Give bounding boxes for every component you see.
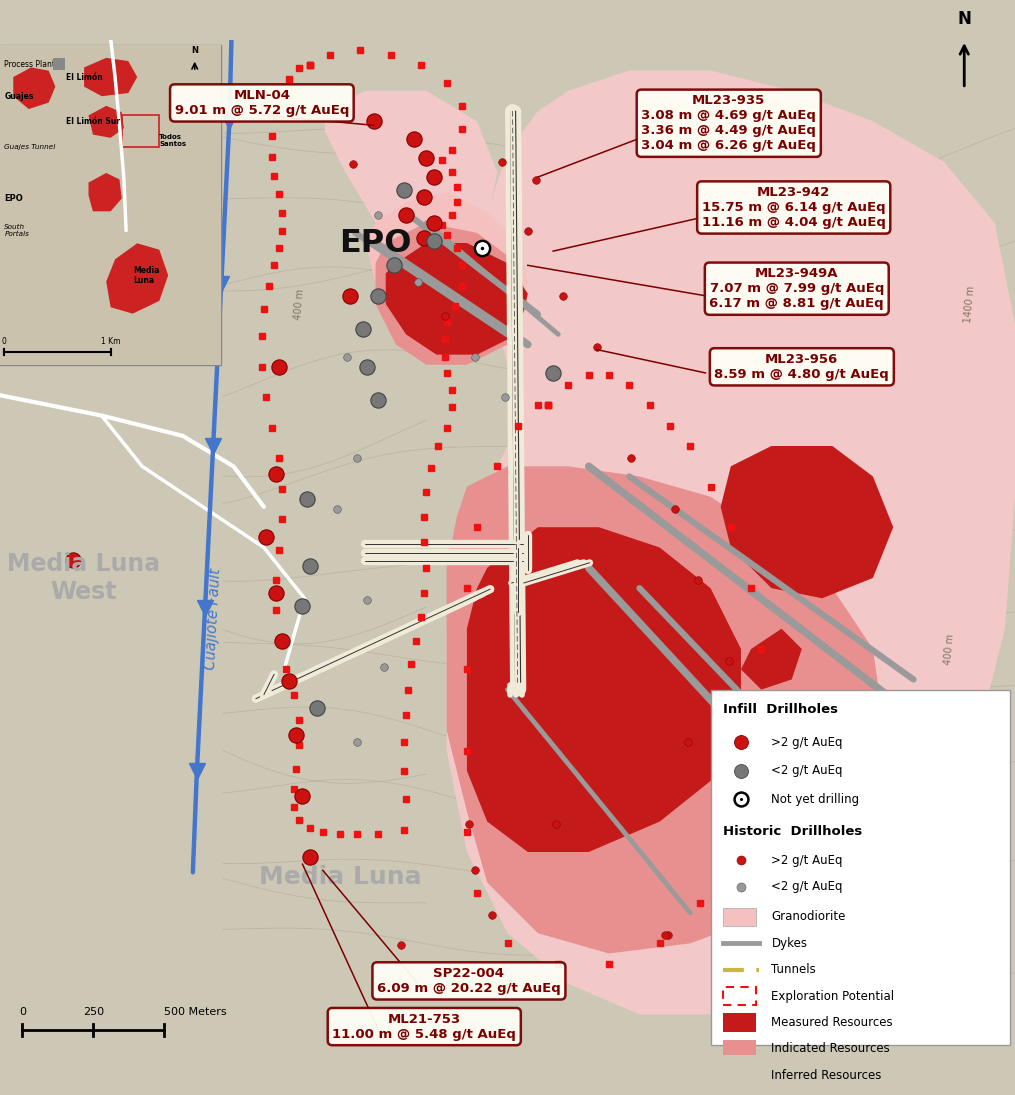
Text: SP22-004
6.09 m @ 20.22 g/t AuEq: SP22-004 6.09 m @ 20.22 g/t AuEq <box>377 967 561 995</box>
Text: Guajes Tunnel: Guajes Tunnel <box>4 145 56 150</box>
FancyBboxPatch shape <box>0 45 221 365</box>
Text: ML23-949A
7.07 m @ 7.99 g/t AuEq
6.17 m @ 8.81 g/t AuEq: ML23-949A 7.07 m @ 7.99 g/t AuEq 6.17 m … <box>709 267 884 310</box>
Polygon shape <box>325 91 497 253</box>
Text: Media Luna: Media Luna <box>259 865 421 889</box>
Text: 1 Km: 1 Km <box>100 337 121 346</box>
Text: Process Plant: Process Plant <box>4 60 56 69</box>
Text: 500 Meters: 500 Meters <box>164 1007 227 1017</box>
Polygon shape <box>467 527 741 852</box>
Polygon shape <box>447 466 883 954</box>
Text: Granodiorite: Granodiorite <box>771 910 845 923</box>
Text: Measured Resources: Measured Resources <box>771 1016 893 1029</box>
Text: 1400 m: 1400 m <box>962 285 976 323</box>
Text: Tunnels: Tunnels <box>771 964 816 977</box>
Text: El Limón Sur: El Limón Sur <box>66 117 121 126</box>
Polygon shape <box>518 659 589 740</box>
Polygon shape <box>447 70 1015 1014</box>
FancyBboxPatch shape <box>723 1013 756 1031</box>
FancyBboxPatch shape <box>723 1067 756 1084</box>
Text: Infill  Drillholes: Infill Drillholes <box>723 703 837 716</box>
FancyBboxPatch shape <box>53 58 65 70</box>
Polygon shape <box>88 173 122 211</box>
Polygon shape <box>721 446 893 598</box>
Text: ML23-935
3.08 m @ 4.69 g/t AuEq
3.36 m @ 4.49 g/t AuEq
3.04 m @ 6.26 g/t AuEq: ML23-935 3.08 m @ 4.69 g/t AuEq 3.36 m @… <box>641 94 816 152</box>
Text: Todos
Santos: Todos Santos <box>159 135 187 148</box>
Text: MLN-04
9.01 m @ 5.72 g/t AuEq: MLN-04 9.01 m @ 5.72 g/t AuEq <box>175 89 349 117</box>
Text: Media Luna
West: Media Luna West <box>7 552 159 603</box>
Text: >2 g/t AuEq: >2 g/t AuEq <box>771 854 842 866</box>
Polygon shape <box>741 629 802 690</box>
Text: ML23-956
8.59 m @ 4.80 g/t AuEq: ML23-956 8.59 m @ 4.80 g/t AuEq <box>715 353 889 381</box>
Polygon shape <box>365 193 528 345</box>
Polygon shape <box>13 68 55 110</box>
Text: ML23-942
15.75 m @ 6.14 g/t AuEq
11.16 m @ 4.04 g/t AuEq: ML23-942 15.75 m @ 6.14 g/t AuEq 11.16 m… <box>701 186 886 229</box>
Text: Cuajiote Fault: Cuajiote Fault <box>203 567 223 670</box>
Text: South
Portals: South Portals <box>4 224 29 237</box>
Polygon shape <box>386 243 528 355</box>
Text: Dykes: Dykes <box>771 937 807 949</box>
Polygon shape <box>0 41 1015 1054</box>
Polygon shape <box>376 222 528 365</box>
Text: Indicated Resources: Indicated Resources <box>771 1042 890 1056</box>
Text: Media
Luna: Media Luna <box>133 266 159 285</box>
Text: 400 m: 400 m <box>293 288 306 320</box>
FancyBboxPatch shape <box>723 1040 756 1058</box>
Text: Exploration Potential: Exploration Potential <box>771 990 894 1003</box>
FancyBboxPatch shape <box>723 908 756 926</box>
Text: N: N <box>191 46 198 55</box>
Text: El Limón: El Limón <box>66 72 104 81</box>
Text: Guajes: Guajes <box>4 92 33 101</box>
Text: EPO: EPO <box>4 194 23 203</box>
Text: >2 g/t AuEq: >2 g/t AuEq <box>771 736 842 749</box>
Polygon shape <box>107 243 168 313</box>
Polygon shape <box>84 58 137 96</box>
Polygon shape <box>88 106 124 138</box>
Text: Historic  Drillholes: Historic Drillholes <box>723 826 862 838</box>
Text: Inferred Resources: Inferred Resources <box>771 1069 882 1082</box>
Text: EPO: EPO <box>339 228 412 258</box>
Text: <2 g/t AuEq: <2 g/t AuEq <box>771 880 842 894</box>
Text: 250: 250 <box>83 1007 104 1017</box>
Text: ML21-753
11.00 m @ 5.48 g/t AuEq: ML21-753 11.00 m @ 5.48 g/t AuEq <box>332 1013 517 1040</box>
Text: N: N <box>957 10 971 27</box>
Text: <2 g/t AuEq: <2 g/t AuEq <box>771 764 842 777</box>
Text: 0: 0 <box>2 337 7 346</box>
Text: Not yet drilling: Not yet drilling <box>771 793 860 806</box>
Text: 0: 0 <box>19 1007 25 1017</box>
Polygon shape <box>0 45 221 365</box>
FancyBboxPatch shape <box>710 690 1010 1045</box>
Text: 400 m: 400 m <box>943 633 955 665</box>
